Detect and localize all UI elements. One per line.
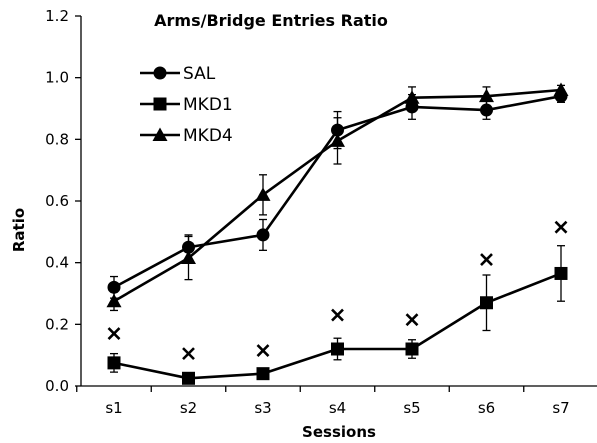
y-tick-label: 0.4 [45, 254, 69, 272]
point-mkd4 [404, 90, 420, 104]
significance-x-stroke [331, 308, 344, 322]
point-mkd1 [256, 367, 270, 381]
point-sal [480, 103, 493, 117]
legend: SAL MKD1 MKD4 [140, 64, 233, 146]
x-tick-label: s4 [329, 399, 346, 417]
significance-x-marker [331, 308, 344, 322]
point-mkd1 [107, 356, 121, 370]
x-tick-label: s6 [478, 399, 495, 417]
significance-x-marker [107, 327, 121, 341]
x-axis-title: Sessions [302, 423, 376, 441]
x-tick-label: s3 [254, 399, 271, 417]
legend-label-sal: SAL [183, 64, 216, 84]
point-mkd4 [553, 82, 569, 96]
x-tick-label: s1 [105, 399, 122, 417]
y-tick-label: 0.2 [45, 315, 69, 333]
y-tick-label: 1.2 [45, 7, 69, 25]
y-axis-title: Ratio [10, 208, 28, 252]
legend-marker-mkd1 [153, 97, 167, 111]
significance-x-stroke [107, 327, 121, 341]
point-mkd4 [181, 250, 196, 265]
point-mkd4 [330, 133, 345, 147]
significance-x-stroke [554, 220, 568, 234]
significance-x-marker [480, 253, 493, 267]
point-sal [107, 280, 121, 294]
point-mkd4 [255, 187, 271, 201]
x-tick-label: s2 [180, 399, 197, 417]
point-mkd4 [479, 88, 494, 103]
point-mkd1 [331, 342, 344, 356]
significance-x-stroke [182, 347, 195, 361]
point-mkd1 [405, 342, 419, 356]
point-sal [256, 228, 270, 242]
point-mkd1 [480, 296, 493, 310]
y-tick-label: 0.0 [45, 377, 69, 395]
significance-x-marker [405, 313, 419, 327]
significance-x-stroke [405, 313, 419, 327]
legend-label-mkd4: MKD4 [183, 126, 233, 146]
legend-label-mkd1: MKD1 [183, 95, 233, 115]
x-tick-label: s7 [552, 399, 569, 417]
series-line-mkd1 [113, 272, 562, 380]
point-mkd1 [554, 266, 568, 280]
legend-marker-mkd4 [152, 127, 168, 141]
legend-marker-sal [153, 66, 167, 80]
significance-x-marker [182, 347, 195, 361]
y-tick-label: 0.8 [45, 130, 69, 148]
x-tick-label: s5 [403, 399, 420, 417]
point-mkd1 [182, 371, 195, 385]
y-tick-label: 0.6 [45, 192, 69, 210]
y-tick-label: 1.0 [45, 69, 69, 87]
significance-x-stroke [256, 344, 270, 357]
significance-x-marker [256, 344, 270, 357]
significance-x-stroke [480, 253, 493, 267]
point-mkd4 [106, 293, 122, 308]
significance-x-marker [554, 220, 568, 234]
chart-title: Arms/Bridge Entries Ratio [154, 11, 388, 30]
